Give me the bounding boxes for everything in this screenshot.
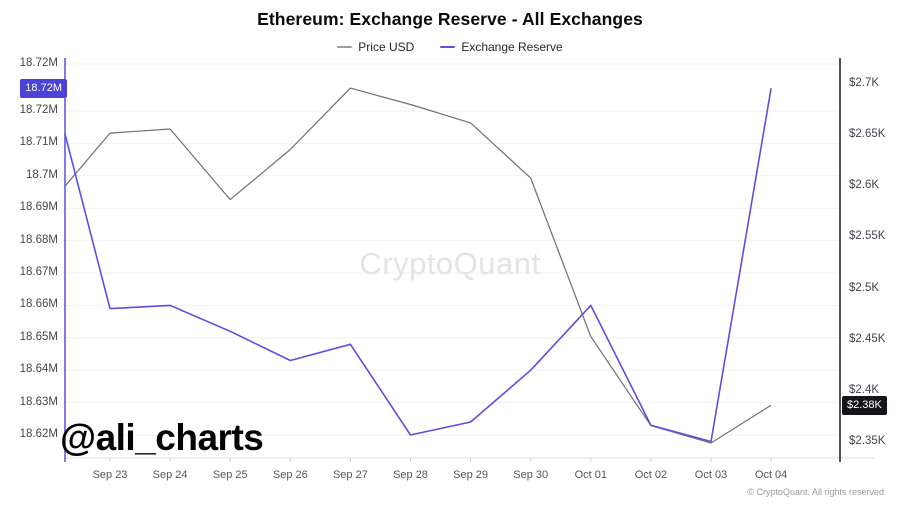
right-axis-tick-label: $2.4K [849,383,880,396]
left-axis-tick-label: 18.7M [26,168,58,181]
right-axis-tick-label: $2.7K [849,77,880,89]
left-axis-tick-label: 18.64M [19,363,58,376]
x-axis-date-label: Oct 03 [694,469,728,481]
legend-label: Exchange Reserve [461,40,563,54]
x-axis-date-label: Sep 23 [92,469,128,481]
legend-item-price-usd[interactable]: Price USD [337,40,414,54]
exchange-reserve-dash-icon [440,46,456,48]
author-handle: @ali_charts [60,417,264,458]
right-axis-tick-label: $2.35K [849,435,886,447]
left-axis-tick-label: 18.65M [19,330,58,343]
legend: Price USD Exchange Reserve [0,40,900,54]
left-axis-tick-label: 18.67M [19,266,58,278]
watermark: CryptoQuant [359,246,541,281]
x-axis-date-label: Sep 24 [152,469,188,481]
right-axis-tick-label: $2.6K [849,179,880,192]
legend-label: Price USD [358,40,415,54]
left-axis-tick-label: 18.71M [19,136,58,149]
x-axis-date-label: Sep 29 [453,469,489,481]
copyright-note: © CryptoQuant. All rights reserved [747,487,884,497]
price-usd-dash-icon [337,46,353,48]
x-axis-date-label: Oct 04 [754,469,788,481]
left-axis-tick-label: 18.68M [19,233,58,246]
left-axis-tick-label: 18.69M [19,201,58,214]
reserve-last-value-badge: 18.72M [20,78,67,98]
left-axis-tick-label: 18.72M [19,57,58,70]
left-axis-tick-label: 18.62M [19,428,58,440]
x-axis-date-label: Sep 27 [332,469,368,481]
right-axis-tick-label: $2.65K [849,128,886,141]
x-axis-date-label: Sep 25 [212,469,248,481]
x-axis-date-label: Oct 01 [574,469,607,481]
legend-item-exchange-reserve[interactable]: Exchange Reserve [440,40,563,54]
x-axis-date-label: Sep 26 [272,469,308,481]
left-axis-tick-label: 18.72M [19,104,58,116]
series-line-exchange-reserve [64,88,772,443]
right-axis-tick-label: $2.5K [849,281,880,294]
right-axis-tick-label: $2.45K [849,332,886,345]
right-axis-tick-label: $2.55K [849,230,886,243]
x-axis-date-label: Sep 30 [513,469,549,481]
x-axis-date-label: Oct 02 [634,469,668,481]
chart-title: Ethereum: Exchange Reserve - All Exchang… [257,9,643,29]
left-axis-tick-label: 18.63M [19,395,58,408]
left-axis-tick-label: 18.66M [19,298,58,311]
x-axis-date-label: Sep 28 [393,469,428,481]
price-last-value-badge: $2.38K [842,395,887,415]
